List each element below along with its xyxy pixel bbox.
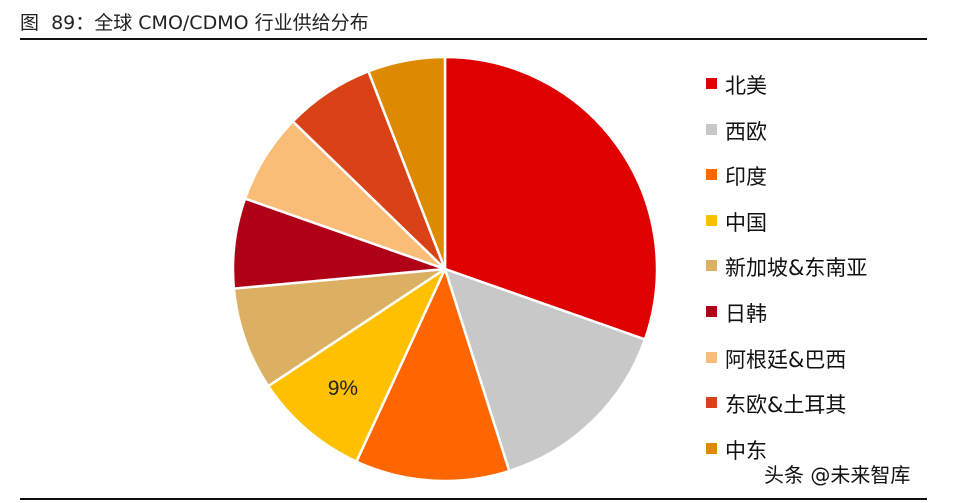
pie-slice-8 xyxy=(367,55,447,271)
watermark-text: 头条 @未来智库 xyxy=(764,463,911,487)
legend-item-1: 西欧 xyxy=(706,114,906,144)
legend-label: 日韩 xyxy=(725,302,767,326)
legend-swatch xyxy=(706,169,717,181)
legend-label: 西欧 xyxy=(725,119,767,144)
pie-slice-0 xyxy=(443,55,659,341)
pie-slice-3 xyxy=(267,267,447,463)
legend-swatch xyxy=(706,306,717,317)
legend-label: 北美 xyxy=(725,74,767,98)
legend-swatch xyxy=(706,78,717,89)
legend-item-8: 中东 xyxy=(706,433,906,463)
legend-item-5: 日韩 xyxy=(706,296,906,326)
legend-swatch xyxy=(706,214,717,226)
legend-swatch xyxy=(706,351,717,363)
legend-swatch xyxy=(706,442,717,454)
slice-data-label-3: 9% xyxy=(328,377,358,400)
legend-item-7: 东欧&土耳其 xyxy=(706,387,906,417)
legend-swatch xyxy=(706,123,717,135)
legend-label: 阿根廷&巴西 xyxy=(725,347,847,372)
legend-swatch xyxy=(706,397,717,409)
legend-item-3: 中国 xyxy=(706,205,906,235)
pie-slice-1 xyxy=(443,267,647,473)
pie-slice-2 xyxy=(355,267,511,483)
legend-item-6: 阿根廷&巴西 xyxy=(706,342,906,372)
legend-swatch xyxy=(706,260,717,272)
legend-label: 中国 xyxy=(725,210,767,235)
title-divider xyxy=(20,38,927,40)
legend-label: 印度 xyxy=(725,165,767,190)
legend-item-0: 北美 xyxy=(706,68,906,98)
pie-slice-4 xyxy=(232,267,447,388)
legend-label: 东欧&土耳其 xyxy=(725,393,847,418)
legend-label: 中东 xyxy=(725,438,767,463)
legend-item-2: 印度 xyxy=(706,159,906,189)
bottom-divider xyxy=(20,498,927,500)
legend-label: 新加坡&东南亚 xyxy=(725,256,868,281)
legend-item-4: 新加坡&东南亚 xyxy=(706,250,906,280)
chart-title: 图 89：全球 CMO/CDMO 行业供给分布 xyxy=(20,12,369,34)
